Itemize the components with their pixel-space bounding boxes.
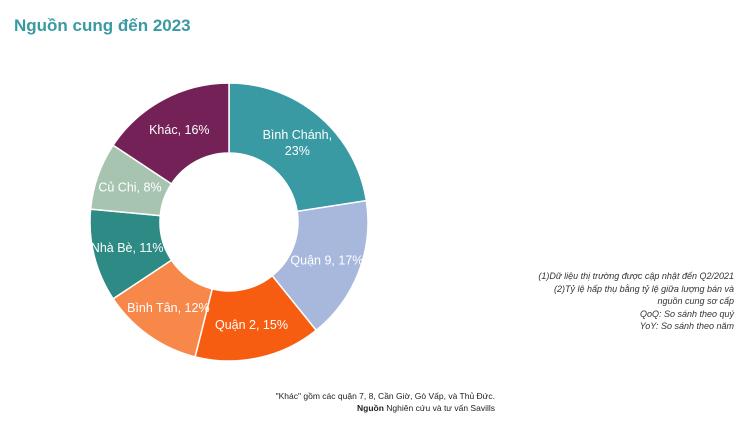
source-text: Nghiên cứu và tư vấn Savills xyxy=(383,402,495,413)
note-line: YoY: So sánh theo năm xyxy=(639,321,734,331)
note-line: nguồn cung sơ cấp xyxy=(657,296,735,306)
source-label: Nguồn xyxy=(357,402,384,413)
slice-label: Khác, 16% xyxy=(149,123,209,137)
chart-title: Nguồn cung đến 2023 xyxy=(14,16,191,35)
donut-slice xyxy=(112,82,230,185)
donut-slices xyxy=(89,82,369,362)
slice-label-line: Củ Chi, 8% xyxy=(98,181,161,195)
note-line: (1)Dữ liệu thị trường được cập nhật đến … xyxy=(538,271,734,281)
note-line: QoQ: So sánh theo quý xyxy=(639,308,734,319)
donut-slice xyxy=(228,82,368,213)
chart-footer: "Khác" gồm các quận 7, 8, Cần Giờ, Gò Vấ… xyxy=(160,391,495,414)
slice-label: Quận 2, 15% xyxy=(215,318,288,332)
slice-label-line: Khác, 16% xyxy=(149,123,209,137)
slice-label-line: Bình Chánh, xyxy=(263,128,333,142)
other-category-note: "Khác" gồm các quận 7, 8, Cần Giờ, Gò Vấ… xyxy=(275,391,495,401)
chart-notes: (1)Dữ liệu thị trường được cập nhật đến … xyxy=(494,270,734,333)
slice-label: Bình Chánh, 23% xyxy=(263,128,333,158)
slice-label: Củ Chi, 8% xyxy=(98,181,161,195)
slice-label: Nhà Bè, 11% xyxy=(91,241,164,255)
slice-label-line: Quận 9, 17% xyxy=(290,253,363,267)
source-line: Nguồn Nghiên cứu và tư vấn Savills xyxy=(160,403,495,415)
donut-labels: Bình Chánh, 23% Quận 9, 17% Quận 2, 15% Bình… xyxy=(91,123,364,332)
slice-label: Bình Tân, 12% xyxy=(127,301,209,315)
slice-label-line: 23% xyxy=(285,144,310,158)
slice-label-line: Nhà Bè, 11% xyxy=(91,241,164,255)
slice-label: Quận 9, 17% xyxy=(290,253,363,267)
note-line: (2)Tỷ lệ hấp thụ bằng tỷ lệ giữa lượng b… xyxy=(554,283,734,294)
slice-label-line: Bình Tân, 12% xyxy=(127,301,209,315)
slice-label-line: Quận 2, 15% xyxy=(215,318,288,332)
